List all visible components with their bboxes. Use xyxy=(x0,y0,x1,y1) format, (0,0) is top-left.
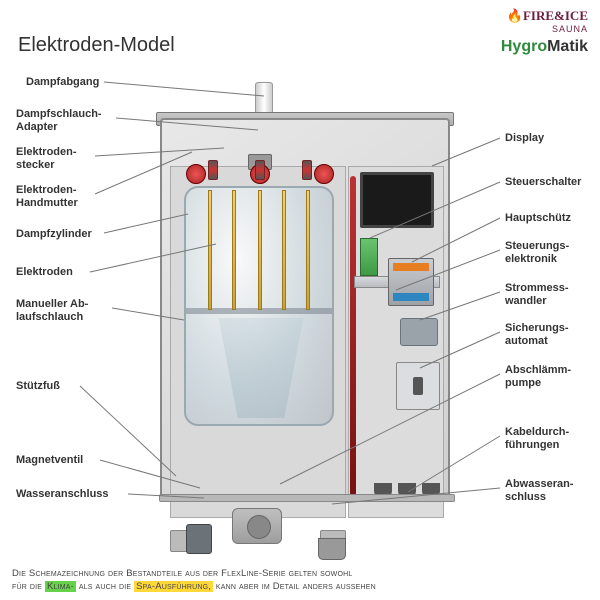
solenoid-valve xyxy=(186,524,212,554)
label-strommess: Strommess-wandler xyxy=(505,282,569,307)
label-magnetventil: Magnetventil xyxy=(16,454,83,467)
label-ablauf: Manueller Ab-laufschlauch xyxy=(16,298,88,323)
label-elektronik: Steuerungs-elektronik xyxy=(505,240,569,265)
main-contactor xyxy=(388,258,434,306)
page-title: Elektroden-Model xyxy=(18,34,175,57)
display-panel xyxy=(360,172,434,228)
electrode-rod xyxy=(258,190,262,310)
label-adapter: Dampfschlauch-Adapter xyxy=(16,108,102,133)
electrode-rod xyxy=(282,190,286,310)
electrode-rod xyxy=(232,190,236,310)
hygromatik-logo: HygroMatik xyxy=(501,38,588,56)
brand-logos: 🔥FIRE&ICE SAUNA HygroMatik xyxy=(501,8,588,56)
label-steuerschalter: Steuerschalter xyxy=(505,176,581,189)
device-illustration xyxy=(160,88,450,498)
steam-outlet-pipe xyxy=(255,82,273,116)
label-handmutter: Elektroden-Handmutter xyxy=(16,184,78,209)
base-plate xyxy=(159,494,455,502)
blowdown-pump xyxy=(232,508,282,544)
electrode-rod xyxy=(306,190,310,310)
label-zylinder: Dampfzylinder xyxy=(16,228,92,241)
control-switch xyxy=(360,238,378,276)
highlight-spa: Spa-Ausführung, xyxy=(134,581,213,592)
circuit-breaker xyxy=(396,362,440,410)
fire-ice-logo: 🔥FIRE&ICE xyxy=(501,8,588,24)
label-stecker: Elektroden-stecker xyxy=(16,146,77,171)
label-pumpe: Abschlämm-pumpe xyxy=(505,364,571,389)
electrode-plugs xyxy=(190,160,330,172)
electrode-rod xyxy=(208,190,212,310)
label-wasseranschluss: Wasseranschluss xyxy=(16,488,109,501)
wiring-harness xyxy=(350,176,356,496)
footer-note: Die Schemazeichnung der Bestandteile aus… xyxy=(12,568,588,594)
label-kabel: Kabeldurch-führungen xyxy=(505,426,569,451)
drain-connection xyxy=(318,538,346,560)
label-display: Display xyxy=(505,132,544,145)
label-abwasser: Abwasseran-schluss xyxy=(505,478,573,503)
flame-icon: 🔥 xyxy=(507,8,523,23)
current-transformer xyxy=(400,318,438,346)
label-hauptschuetz: Hauptschütz xyxy=(505,212,571,225)
sauna-subtext: SAUNA xyxy=(501,24,588,34)
label-elektroden: Elektroden xyxy=(16,266,73,279)
highlight-klima: Klima- xyxy=(45,581,76,592)
label-stuetzfuss: Stützfuß xyxy=(16,380,60,393)
label-sicherung: Sicherungs-automat xyxy=(505,322,569,347)
label-dampfabgang: Dampfabgang xyxy=(26,76,99,89)
casing xyxy=(160,118,450,498)
